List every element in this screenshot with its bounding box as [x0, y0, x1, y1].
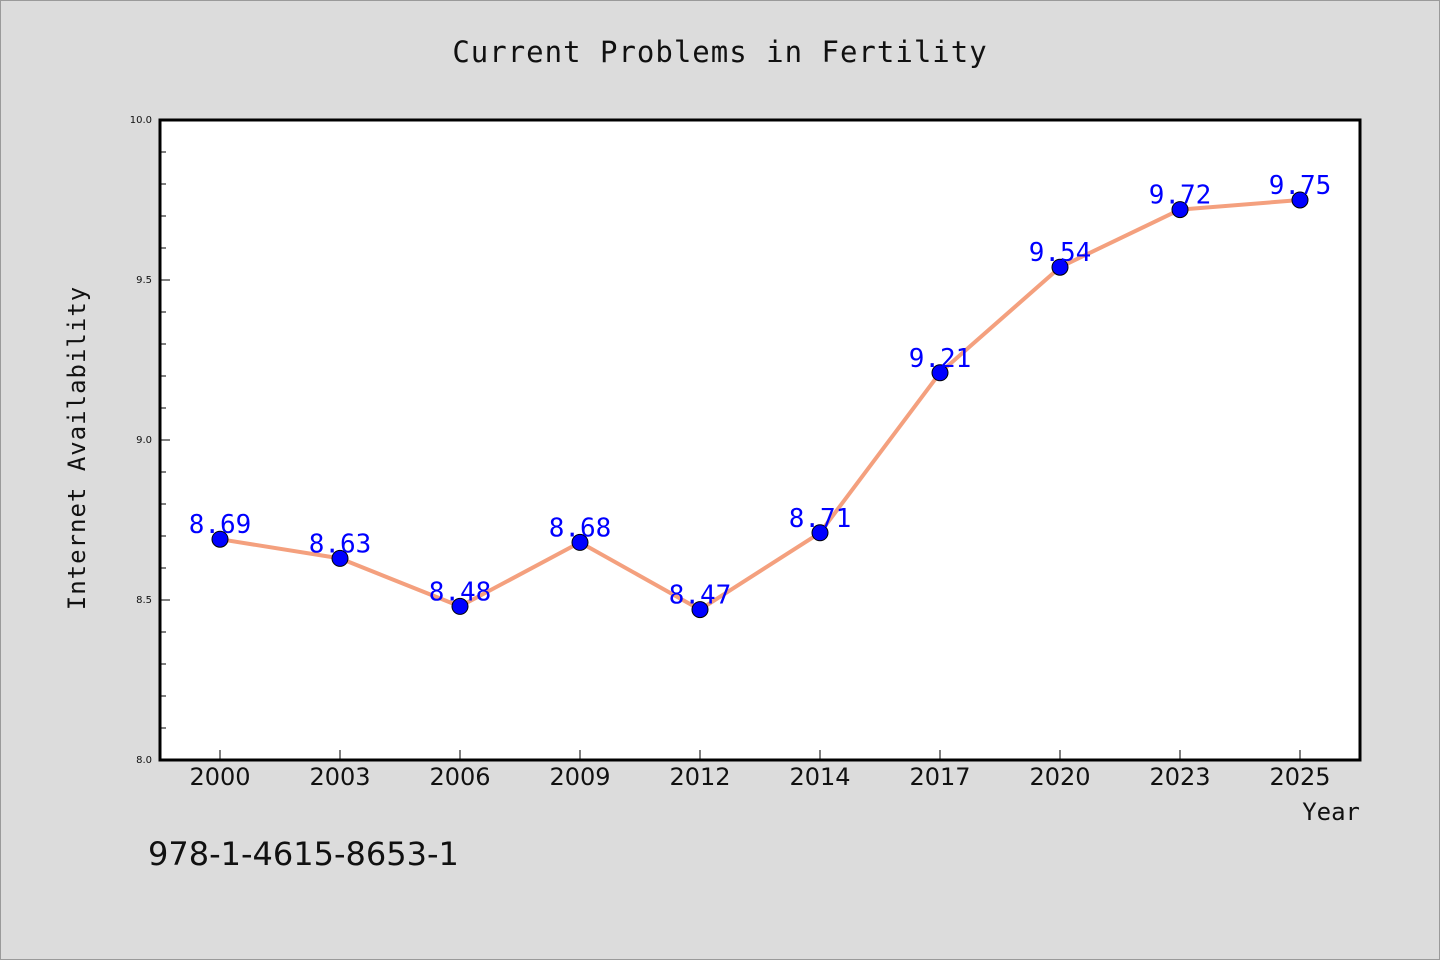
- data-label: 8.69: [189, 510, 252, 540]
- x-tick-label: 2014: [789, 763, 850, 791]
- x-tick-label: 2023: [1149, 763, 1210, 791]
- series-line: [218, 198, 1302, 612]
- y-tick-label: 9.5: [136, 275, 152, 286]
- y-axis: 8.0 8.5 9.0 9.5 10.0: [130, 115, 170, 766]
- y-tick-label: 9.0: [136, 435, 152, 446]
- data-label: 9.54: [1029, 238, 1092, 268]
- data-label: 8.68: [549, 513, 612, 543]
- data-point-marker: [931, 364, 949, 382]
- x-tick-label: 2025: [1269, 763, 1330, 791]
- x-tick-label: 2017: [909, 763, 970, 791]
- data-point-marker: [331, 549, 349, 567]
- x-tick-label: 2012: [669, 763, 730, 791]
- x-axis-label: Year: [1302, 798, 1360, 826]
- plot-area: [158, 118, 1362, 762]
- y-axis-label: Internet Availability: [63, 286, 91, 610]
- x-tick-label: 2003: [309, 763, 370, 791]
- data-label: 9.75: [1269, 171, 1332, 201]
- data-point-marker: [691, 601, 709, 619]
- x-tick-label: 2020: [1029, 763, 1090, 791]
- data-point-marker: [1051, 258, 1069, 276]
- y-tick-label: 10.0: [130, 115, 152, 126]
- series-layer: [211, 191, 1309, 619]
- data-point-marker: [451, 597, 469, 615]
- data-label: 8.63: [309, 529, 372, 559]
- data-label: 8.71: [789, 504, 852, 534]
- y-tick-label: 8.0: [136, 755, 152, 766]
- data-label: 9.72: [1149, 181, 1212, 211]
- x-tick-label: 2000: [189, 763, 250, 791]
- data-label: 8.48: [429, 577, 492, 607]
- x-axis: 2000 2003 2006 2009 2012 2014 2017 2020 2023 2025: [189, 750, 1331, 791]
- x-tick-label: 2006: [429, 763, 490, 791]
- data-point-marker: [811, 524, 829, 542]
- data-point-marker: [211, 530, 229, 548]
- isbn-annotation: 978-1-4615-8653-1: [148, 835, 459, 873]
- data-labels: 8.69 8.63 8.48 8.68 8.47 8.71 9.21 9.54 9.72 9.75: [189, 171, 1332, 611]
- data-label: 9.21: [909, 344, 972, 374]
- data-point-marker: [1171, 201, 1189, 219]
- y-tick-label: 8.5: [136, 595, 152, 606]
- data-label: 8.47: [669, 581, 732, 611]
- x-tick-label: 2009: [549, 763, 610, 791]
- data-point-marker: [571, 533, 589, 551]
- chart-title: Current Problems in Fertility: [452, 35, 987, 69]
- data-point-marker: [1291, 191, 1309, 209]
